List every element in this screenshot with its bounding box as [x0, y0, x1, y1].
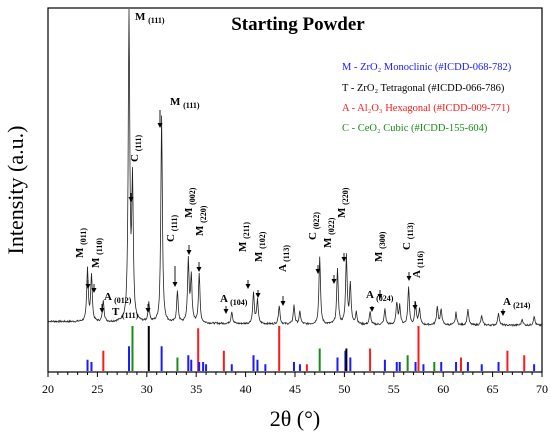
peak-annotations: M (011)M (110) A (012) M (111) C (111) T (11… [74, 11, 531, 320]
peak-label-text: C (113) [401, 222, 415, 250]
peak-label-text: A (024) [366, 289, 394, 303]
peak-label-m: M (111) [135, 11, 165, 25]
peak-label-m: M (022) [322, 217, 337, 284]
peak-label-m: M (220) [194, 205, 208, 272]
y-axis-label: Intensity (a.u.) [3, 126, 28, 255]
arrow-head-icon [172, 282, 178, 287]
legend-entry-m: M - ZrO₂ Monoclinic (#ICDD-068-782) [342, 62, 512, 73]
peak-label-text: C (111) [129, 135, 143, 162]
arrow-head-icon [186, 250, 192, 255]
peak-label-text: M (002) [183, 187, 197, 218]
arrow-head-icon [315, 269, 321, 274]
x-tick-label: 35 [190, 382, 202, 396]
x-tick-label: 70 [536, 382, 548, 396]
peak-label-text: M (220) [336, 187, 350, 218]
peak-label-text: T (111) [112, 306, 139, 320]
arrow-head-icon [406, 276, 412, 281]
reference-lines [86, 326, 536, 371]
x-tick-label: 65 [487, 382, 499, 396]
peak-label-text: M (300) [373, 231, 387, 262]
legend: M - ZrO₂ Monoclinic (#ICDD-068-782) T - … [342, 62, 512, 134]
peak-label-text: A (214) [503, 296, 531, 310]
x-tick-label: 60 [437, 382, 449, 396]
peak-label-text: A (113) [277, 245, 291, 272]
peak-label-a: A (024) [366, 289, 394, 312]
legend-entry-a: A - Al₂O₃ Hexagonal (#ICDD-009-771) [342, 103, 510, 114]
peak-label-c: C (111) [128, 135, 143, 202]
peak-label-text: A (116) [411, 251, 425, 278]
peak-label-c: C (113) [401, 222, 415, 281]
peak-label-c: C (111) [165, 215, 179, 287]
peak-label-m: M (211) [237, 222, 251, 289]
peak-label-text: M (022) [322, 217, 336, 248]
peak-label-text: M (220) [194, 205, 208, 236]
x-tick-label: 20 [42, 382, 54, 396]
chart-title: Starting Powder [231, 14, 365, 35]
x-tick-label: 55 [388, 382, 400, 396]
peak-label-text: M (211) [237, 222, 251, 252]
legend-entry-c: C - CeO₂ Cubic (#ICDD-155-604) [342, 123, 488, 134]
peak-label-m: M (220) [336, 187, 350, 262]
peak-label-text: C (022) [307, 212, 321, 240]
arrow-head-icon [500, 311, 506, 316]
peak-label-t: T (111) [112, 304, 151, 320]
peak-label-text: M (110) [90, 238, 104, 268]
arrow-head-icon [145, 308, 151, 313]
peak-label-m: M (110) [90, 238, 104, 293]
arrow-head-icon [85, 284, 91, 289]
xrd-pattern-trace [47, 8, 543, 328]
peak-label-a: A (113) [277, 245, 291, 306]
peak-label-text: M (111) [135, 11, 165, 25]
peak-label-m: M (002) [183, 187, 197, 255]
peak-label-text: M (111) [170, 96, 200, 110]
arrow-head-icon [412, 305, 418, 310]
peak-label-text: M (102) [253, 231, 267, 262]
arrow-head-icon [157, 123, 163, 128]
x-axis: 20 25 30 35 40 45 50 55 60 65 70 [42, 372, 548, 396]
peak-label-m: M (300) [373, 231, 387, 299]
x-tick-label: 45 [289, 382, 301, 396]
arrow-head-icon [255, 293, 261, 298]
x-tick-label: 25 [91, 382, 103, 396]
arrow-head-icon [331, 279, 337, 284]
x-tick-label: 30 [141, 382, 153, 396]
arrow-head-icon [223, 309, 229, 314]
peak-label-text: A (104) [220, 293, 248, 307]
arrow-head-icon [341, 257, 347, 262]
arrow-head-icon [245, 284, 251, 289]
peak-label-a: A (214) [500, 296, 531, 316]
arrow-head-icon [280, 301, 286, 306]
peak-label-m: M (111) [157, 96, 200, 128]
arrow-head-icon [91, 288, 97, 293]
peak-label-m: M (102) [253, 231, 267, 298]
legend-entry-t: T - ZrO₂ Tetragonal (#ICDD-066-786) [342, 83, 505, 94]
x-tick-label: 40 [240, 382, 252, 396]
peak-label-text: M (011) [74, 228, 88, 258]
peak-label-text: A (012) [104, 291, 132, 305]
x-axis-label: 2θ (°) [270, 406, 321, 431]
x-tick-label: 50 [338, 382, 350, 396]
arrow-head-icon [369, 307, 375, 312]
peak-label-a: A (104) [220, 293, 248, 314]
peak-label-a: A (116) [411, 251, 425, 310]
arrow-head-icon [377, 294, 383, 299]
arrow-head-icon [128, 197, 134, 202]
arrow-head-icon [99, 308, 105, 313]
peak-label-a: A (012) [99, 291, 132, 313]
arrow-head-icon [196, 267, 202, 272]
peak-label-text: C (111) [165, 215, 179, 242]
peak-label-m: M (011) [74, 228, 91, 289]
peak-label-c: C (022) [307, 212, 321, 274]
